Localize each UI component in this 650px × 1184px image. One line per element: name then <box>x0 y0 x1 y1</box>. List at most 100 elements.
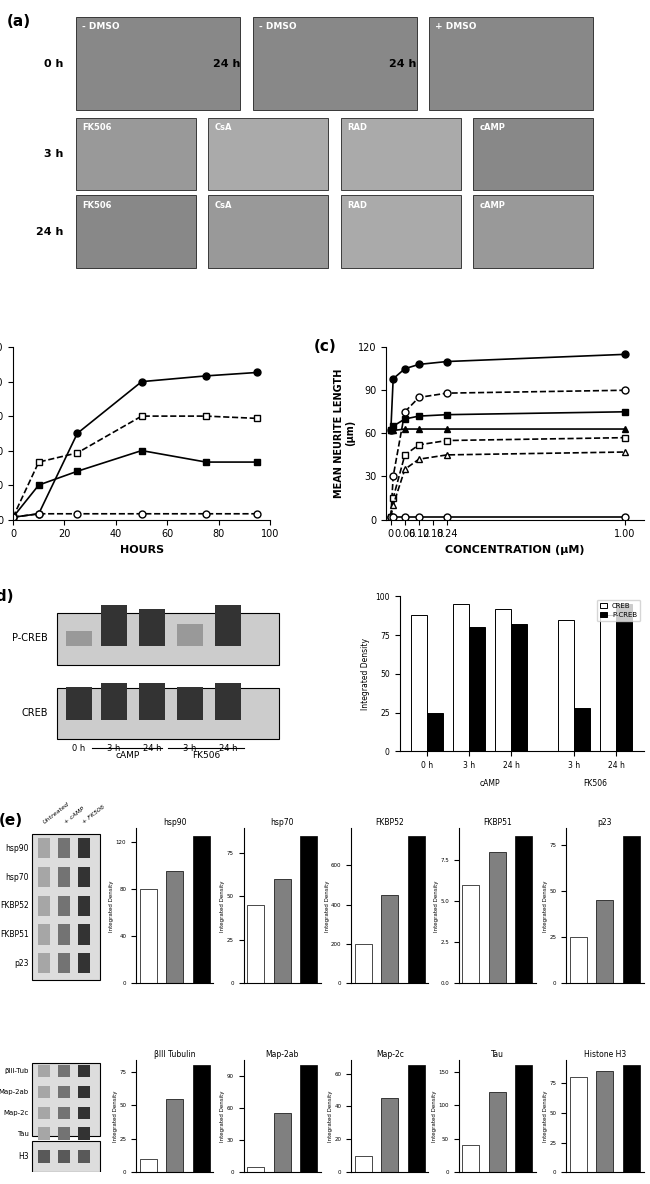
Bar <box>489 852 506 984</box>
Text: CsA: CsA <box>214 200 232 210</box>
Text: - DMSO: - DMSO <box>259 22 296 31</box>
Bar <box>558 619 574 752</box>
Y-axis label: Integrated Density: Integrated Density <box>432 1090 437 1141</box>
Text: p23: p23 <box>14 959 29 967</box>
Bar <box>274 1113 291 1172</box>
Title: Tau: Tau <box>491 1050 504 1060</box>
FancyBboxPatch shape <box>66 631 92 646</box>
Text: cAMP: cAMP <box>480 779 500 789</box>
FancyBboxPatch shape <box>79 1066 90 1077</box>
Bar <box>511 624 527 752</box>
FancyBboxPatch shape <box>66 687 92 720</box>
FancyBboxPatch shape <box>38 953 49 973</box>
Text: (a): (a) <box>6 14 31 30</box>
Y-axis label: Integrated Density: Integrated Density <box>324 880 330 932</box>
FancyBboxPatch shape <box>32 1063 100 1137</box>
Y-axis label: Integrated Density: Integrated Density <box>328 1090 333 1141</box>
FancyBboxPatch shape <box>58 896 70 916</box>
Text: 3 h: 3 h <box>107 744 121 753</box>
Bar <box>489 1092 506 1172</box>
Bar <box>570 938 587 984</box>
FancyBboxPatch shape <box>473 195 593 268</box>
Text: Tau: Tau <box>17 1131 29 1137</box>
Text: + FK506: + FK506 <box>82 805 106 825</box>
Text: hsp70: hsp70 <box>5 873 29 882</box>
Text: - DMSO: - DMSO <box>83 22 120 31</box>
FancyBboxPatch shape <box>79 925 90 945</box>
Text: 3 h: 3 h <box>183 744 197 753</box>
Bar <box>355 944 372 984</box>
Text: H3: H3 <box>18 1152 29 1162</box>
Y-axis label: Integrated Density: Integrated Density <box>109 880 114 932</box>
Bar <box>596 900 614 984</box>
Title: βIII Tubulin: βIII Tubulin <box>154 1050 196 1060</box>
FancyBboxPatch shape <box>58 867 70 887</box>
Title: FKBP52: FKBP52 <box>376 818 404 828</box>
FancyBboxPatch shape <box>139 683 165 720</box>
FancyBboxPatch shape <box>473 118 593 191</box>
FancyBboxPatch shape <box>215 683 241 720</box>
Y-axis label: MEAN NEURITE LENGTH
(μm): MEAN NEURITE LENGTH (μm) <box>333 368 355 498</box>
FancyBboxPatch shape <box>341 118 461 191</box>
FancyBboxPatch shape <box>429 17 593 110</box>
Bar <box>140 1159 157 1172</box>
Text: (e): (e) <box>0 812 23 828</box>
Title: Histone H3: Histone H3 <box>584 1050 626 1060</box>
Bar <box>411 614 426 752</box>
X-axis label: CONCENTRATION (μM): CONCENTRATION (μM) <box>445 545 584 555</box>
Bar <box>300 836 317 984</box>
Bar <box>192 836 210 984</box>
FancyBboxPatch shape <box>38 925 49 945</box>
FancyBboxPatch shape <box>215 605 241 646</box>
FancyBboxPatch shape <box>76 118 196 191</box>
FancyBboxPatch shape <box>38 1127 49 1140</box>
FancyBboxPatch shape <box>209 195 328 268</box>
FancyBboxPatch shape <box>177 624 203 646</box>
Bar <box>596 1072 614 1172</box>
Bar <box>601 614 616 752</box>
FancyBboxPatch shape <box>38 896 49 916</box>
FancyBboxPatch shape <box>58 925 70 945</box>
Bar <box>408 1066 425 1172</box>
FancyBboxPatch shape <box>177 687 203 720</box>
FancyBboxPatch shape <box>101 605 127 646</box>
FancyBboxPatch shape <box>32 1141 100 1172</box>
Bar <box>469 628 485 752</box>
Bar <box>574 708 590 752</box>
Bar <box>453 604 469 752</box>
Bar <box>623 836 640 984</box>
Text: hsp90: hsp90 <box>5 844 29 852</box>
Bar <box>300 1066 317 1172</box>
FancyBboxPatch shape <box>341 195 461 268</box>
FancyBboxPatch shape <box>38 1107 49 1119</box>
Bar <box>381 895 398 984</box>
FancyBboxPatch shape <box>101 683 127 720</box>
Bar <box>462 1145 480 1172</box>
FancyBboxPatch shape <box>38 1066 49 1077</box>
Title: hsp90: hsp90 <box>163 818 187 828</box>
Title: Map-2ab: Map-2ab <box>265 1050 299 1060</box>
Y-axis label: Integrated Density: Integrated Density <box>434 880 439 932</box>
Y-axis label: Integrated Density: Integrated Density <box>543 880 548 932</box>
FancyBboxPatch shape <box>58 1151 70 1163</box>
Text: FKBP51: FKBP51 <box>0 929 29 939</box>
Text: βIII-Tub: βIII-Tub <box>5 1068 29 1074</box>
Y-axis label: Integrated Density: Integrated Density <box>220 880 226 932</box>
Text: cAMP: cAMP <box>115 752 139 760</box>
Text: cAMP: cAMP <box>480 200 506 210</box>
Bar <box>515 1066 532 1172</box>
Text: FK506: FK506 <box>83 200 112 210</box>
FancyBboxPatch shape <box>76 17 240 110</box>
Bar <box>166 1099 183 1172</box>
FancyBboxPatch shape <box>58 1127 70 1140</box>
FancyBboxPatch shape <box>58 838 70 858</box>
Bar <box>616 604 632 752</box>
FancyBboxPatch shape <box>58 1086 70 1099</box>
FancyBboxPatch shape <box>38 838 49 858</box>
Text: RAD: RAD <box>347 123 367 131</box>
Text: Map-2c: Map-2c <box>3 1109 29 1115</box>
Text: cAMP: cAMP <box>480 123 506 131</box>
Text: FK506: FK506 <box>83 123 112 131</box>
FancyBboxPatch shape <box>253 17 417 110</box>
Text: CsA: CsA <box>214 123 232 131</box>
